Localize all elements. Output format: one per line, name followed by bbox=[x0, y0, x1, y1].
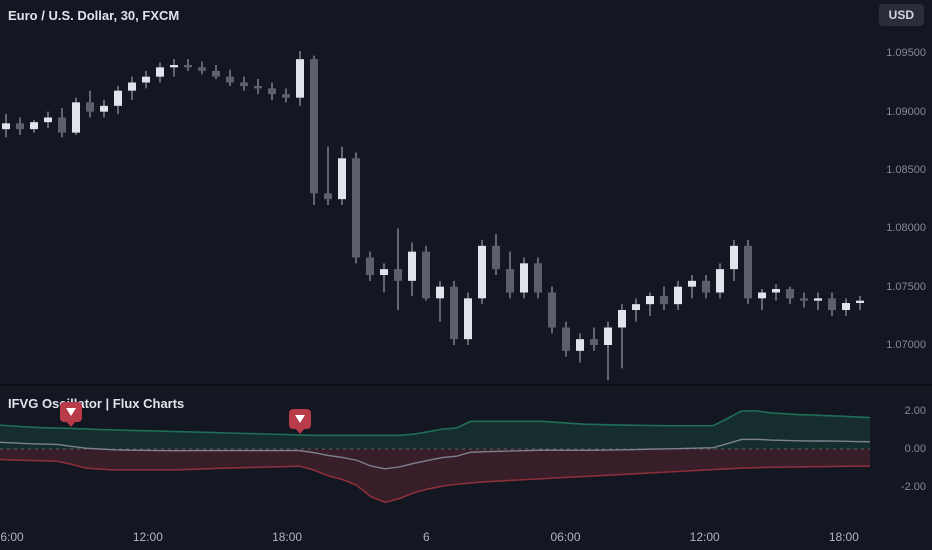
time-axis: 06:00 12:00 18:00 6 06:00 12:00 18:00 bbox=[0, 512, 870, 550]
time-tick: 6 bbox=[423, 530, 430, 544]
oscillator-pane[interactable]: IFVG Oscillator | Flux Charts bbox=[0, 388, 870, 510]
price-tick: 1.08500 bbox=[886, 164, 926, 176]
time-tick: 12:00 bbox=[133, 530, 163, 544]
time-tick: 18:00 bbox=[829, 530, 859, 544]
oscillator-tick: -2.00 bbox=[901, 481, 926, 493]
oscillator-tick: 2.00 bbox=[905, 405, 926, 417]
chart-header: Euro / U.S. Dollar, 30, FXCM USD bbox=[0, 0, 932, 30]
time-tick: 06:00 bbox=[0, 530, 24, 544]
currency-button[interactable]: USD bbox=[879, 4, 924, 26]
oscillator-axis: 2.00 0.00 -2.00 bbox=[870, 388, 932, 510]
time-tick: 06:00 bbox=[550, 530, 580, 544]
price-tick: 1.07500 bbox=[886, 281, 926, 293]
price-axis: 1.09500 1.09000 1.08500 1.08000 1.07500 1.070… bbox=[870, 30, 932, 380]
oscillator-title: IFVG Oscillator | Flux Charts bbox=[8, 396, 184, 411]
oscillator-tick: 0.00 bbox=[905, 443, 926, 455]
time-tick: 18:00 bbox=[272, 530, 302, 544]
symbol-title: Euro / U.S. Dollar, 30, FXCM bbox=[8, 8, 179, 23]
price-tick: 1.07000 bbox=[886, 339, 926, 351]
signal-marker-down[interactable] bbox=[289, 409, 311, 429]
time-tick: 12:00 bbox=[690, 530, 720, 544]
pane-separator[interactable] bbox=[0, 384, 932, 386]
candlestick-chart bbox=[0, 30, 870, 380]
price-chart-pane[interactable] bbox=[0, 30, 870, 380]
price-tick: 1.09500 bbox=[886, 47, 926, 59]
signal-marker-down[interactable] bbox=[60, 402, 82, 422]
price-tick: 1.08000 bbox=[886, 222, 926, 234]
price-tick: 1.09000 bbox=[886, 106, 926, 118]
